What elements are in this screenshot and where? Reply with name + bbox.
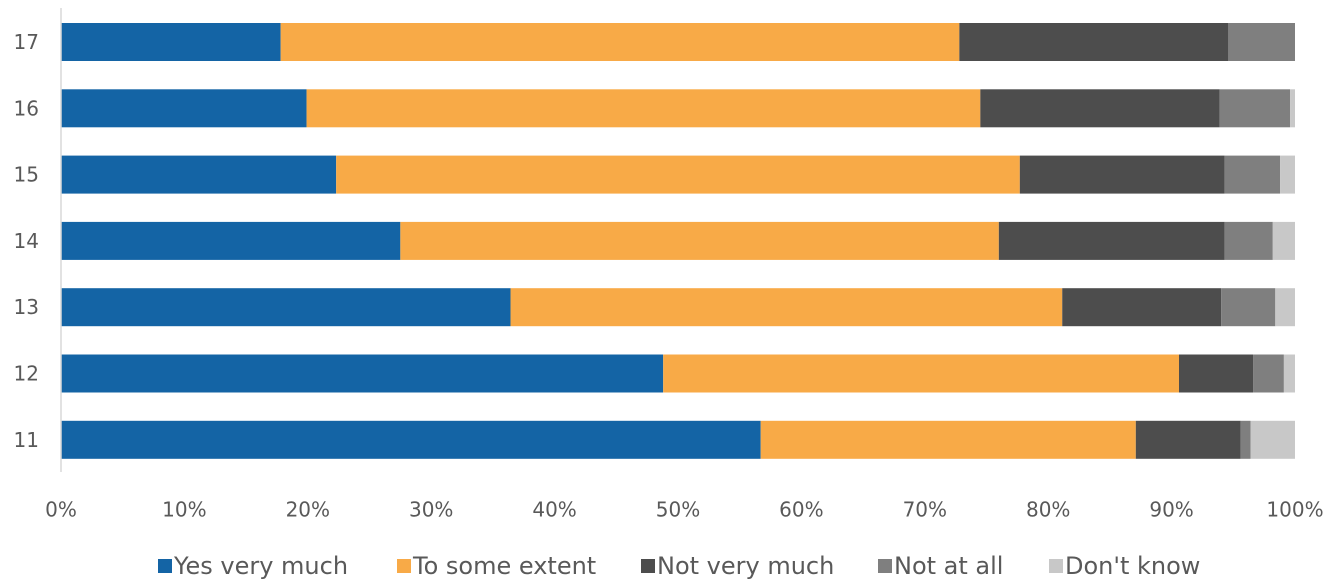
bar-segment-15-2 bbox=[1019, 155, 1225, 194]
bar-segment-11-0 bbox=[61, 420, 761, 459]
legend-label: Not at all bbox=[894, 552, 1003, 580]
bar-segment-15-1 bbox=[336, 155, 1020, 194]
bar-segment-12-3 bbox=[1253, 354, 1284, 393]
bar-segment-14-3 bbox=[1224, 221, 1273, 260]
bar-segment-11-4 bbox=[1250, 420, 1295, 459]
bar-segment-11-3 bbox=[1240, 420, 1251, 459]
bar-segment-16-3 bbox=[1219, 89, 1291, 128]
bar-segment-13-4 bbox=[1275, 288, 1295, 327]
x-tick-label: 60% bbox=[779, 498, 823, 522]
bar-segment-16-2 bbox=[980, 89, 1220, 128]
legend-swatch bbox=[641, 559, 655, 573]
bar-segment-17-3 bbox=[1228, 23, 1295, 61]
y-tick-label: 12 bbox=[14, 362, 39, 386]
x-tick-label: 80% bbox=[1026, 498, 1070, 522]
legend-swatch bbox=[1049, 559, 1063, 573]
y-tick-label: 13 bbox=[14, 295, 39, 319]
bars-layer bbox=[61, 23, 1295, 459]
x-tick-label: 40% bbox=[532, 498, 576, 522]
legend-swatch bbox=[878, 559, 892, 573]
bar-segment-12-2 bbox=[1179, 354, 1254, 393]
bar-segment-14-4 bbox=[1272, 221, 1295, 260]
bar-segment-16-4 bbox=[1290, 89, 1295, 128]
y-tick-label: 14 bbox=[14, 229, 39, 253]
bar-segment-16-0 bbox=[61, 89, 307, 128]
y-tick-label: 15 bbox=[14, 163, 39, 187]
bar-segment-11-1 bbox=[760, 420, 1136, 459]
x-tick-label: 90% bbox=[1149, 498, 1193, 522]
bar-segment-14-0 bbox=[61, 221, 401, 260]
legend-label: Don't know bbox=[1065, 552, 1200, 580]
bar-segment-12-1 bbox=[663, 354, 1179, 393]
x-tick-label: 20% bbox=[286, 498, 330, 522]
x-tick-label: 0% bbox=[45, 498, 77, 522]
bar-segment-17-1 bbox=[280, 23, 960, 61]
bar-segment-17-0 bbox=[61, 23, 281, 61]
bar-segment-14-1 bbox=[400, 221, 999, 260]
bar-segment-14-2 bbox=[998, 221, 1225, 260]
bar-segment-13-0 bbox=[61, 288, 511, 327]
bar-segment-15-0 bbox=[61, 155, 337, 194]
bar-segment-15-3 bbox=[1224, 155, 1281, 194]
legend-label: To some extent bbox=[412, 552, 596, 580]
bar-segment-13-2 bbox=[1062, 288, 1222, 327]
x-tick-label: 30% bbox=[409, 498, 453, 522]
legend-swatch bbox=[158, 559, 172, 573]
bar-segment-12-0 bbox=[61, 354, 664, 393]
x-tick-label: 50% bbox=[656, 498, 700, 522]
legend-label: Not very much bbox=[657, 552, 834, 580]
x-tick-label: 100% bbox=[1266, 498, 1323, 522]
legend-label: Yes very much bbox=[173, 552, 348, 580]
bar-segment-16-1 bbox=[306, 89, 981, 128]
y-tick-label: 16 bbox=[14, 96, 39, 120]
legend: Yes very much To some extent Not very much… bbox=[158, 552, 1200, 580]
bar-segment-12-4 bbox=[1283, 354, 1295, 393]
bar-segment-13-1 bbox=[510, 288, 1063, 327]
y-tick-label: 17 bbox=[14, 30, 39, 54]
x-tick-label: 70% bbox=[903, 498, 947, 522]
x-tick-label: 10% bbox=[162, 498, 206, 522]
legend-swatch bbox=[397, 559, 411, 573]
y-tick-label: 11 bbox=[14, 428, 39, 452]
x-axis-ticks: 0% 10% 20% 30% 40% 50% 60% 70% 80% 90% 100% bbox=[45, 498, 1323, 522]
y-axis-ticks: 17 16 15 14 13 12 11 bbox=[14, 30, 39, 452]
bar-segment-11-2 bbox=[1135, 420, 1241, 459]
bar-segment-17-2 bbox=[959, 23, 1229, 61]
bar-segment-13-3 bbox=[1221, 288, 1276, 327]
bar-segment-15-4 bbox=[1280, 155, 1295, 194]
